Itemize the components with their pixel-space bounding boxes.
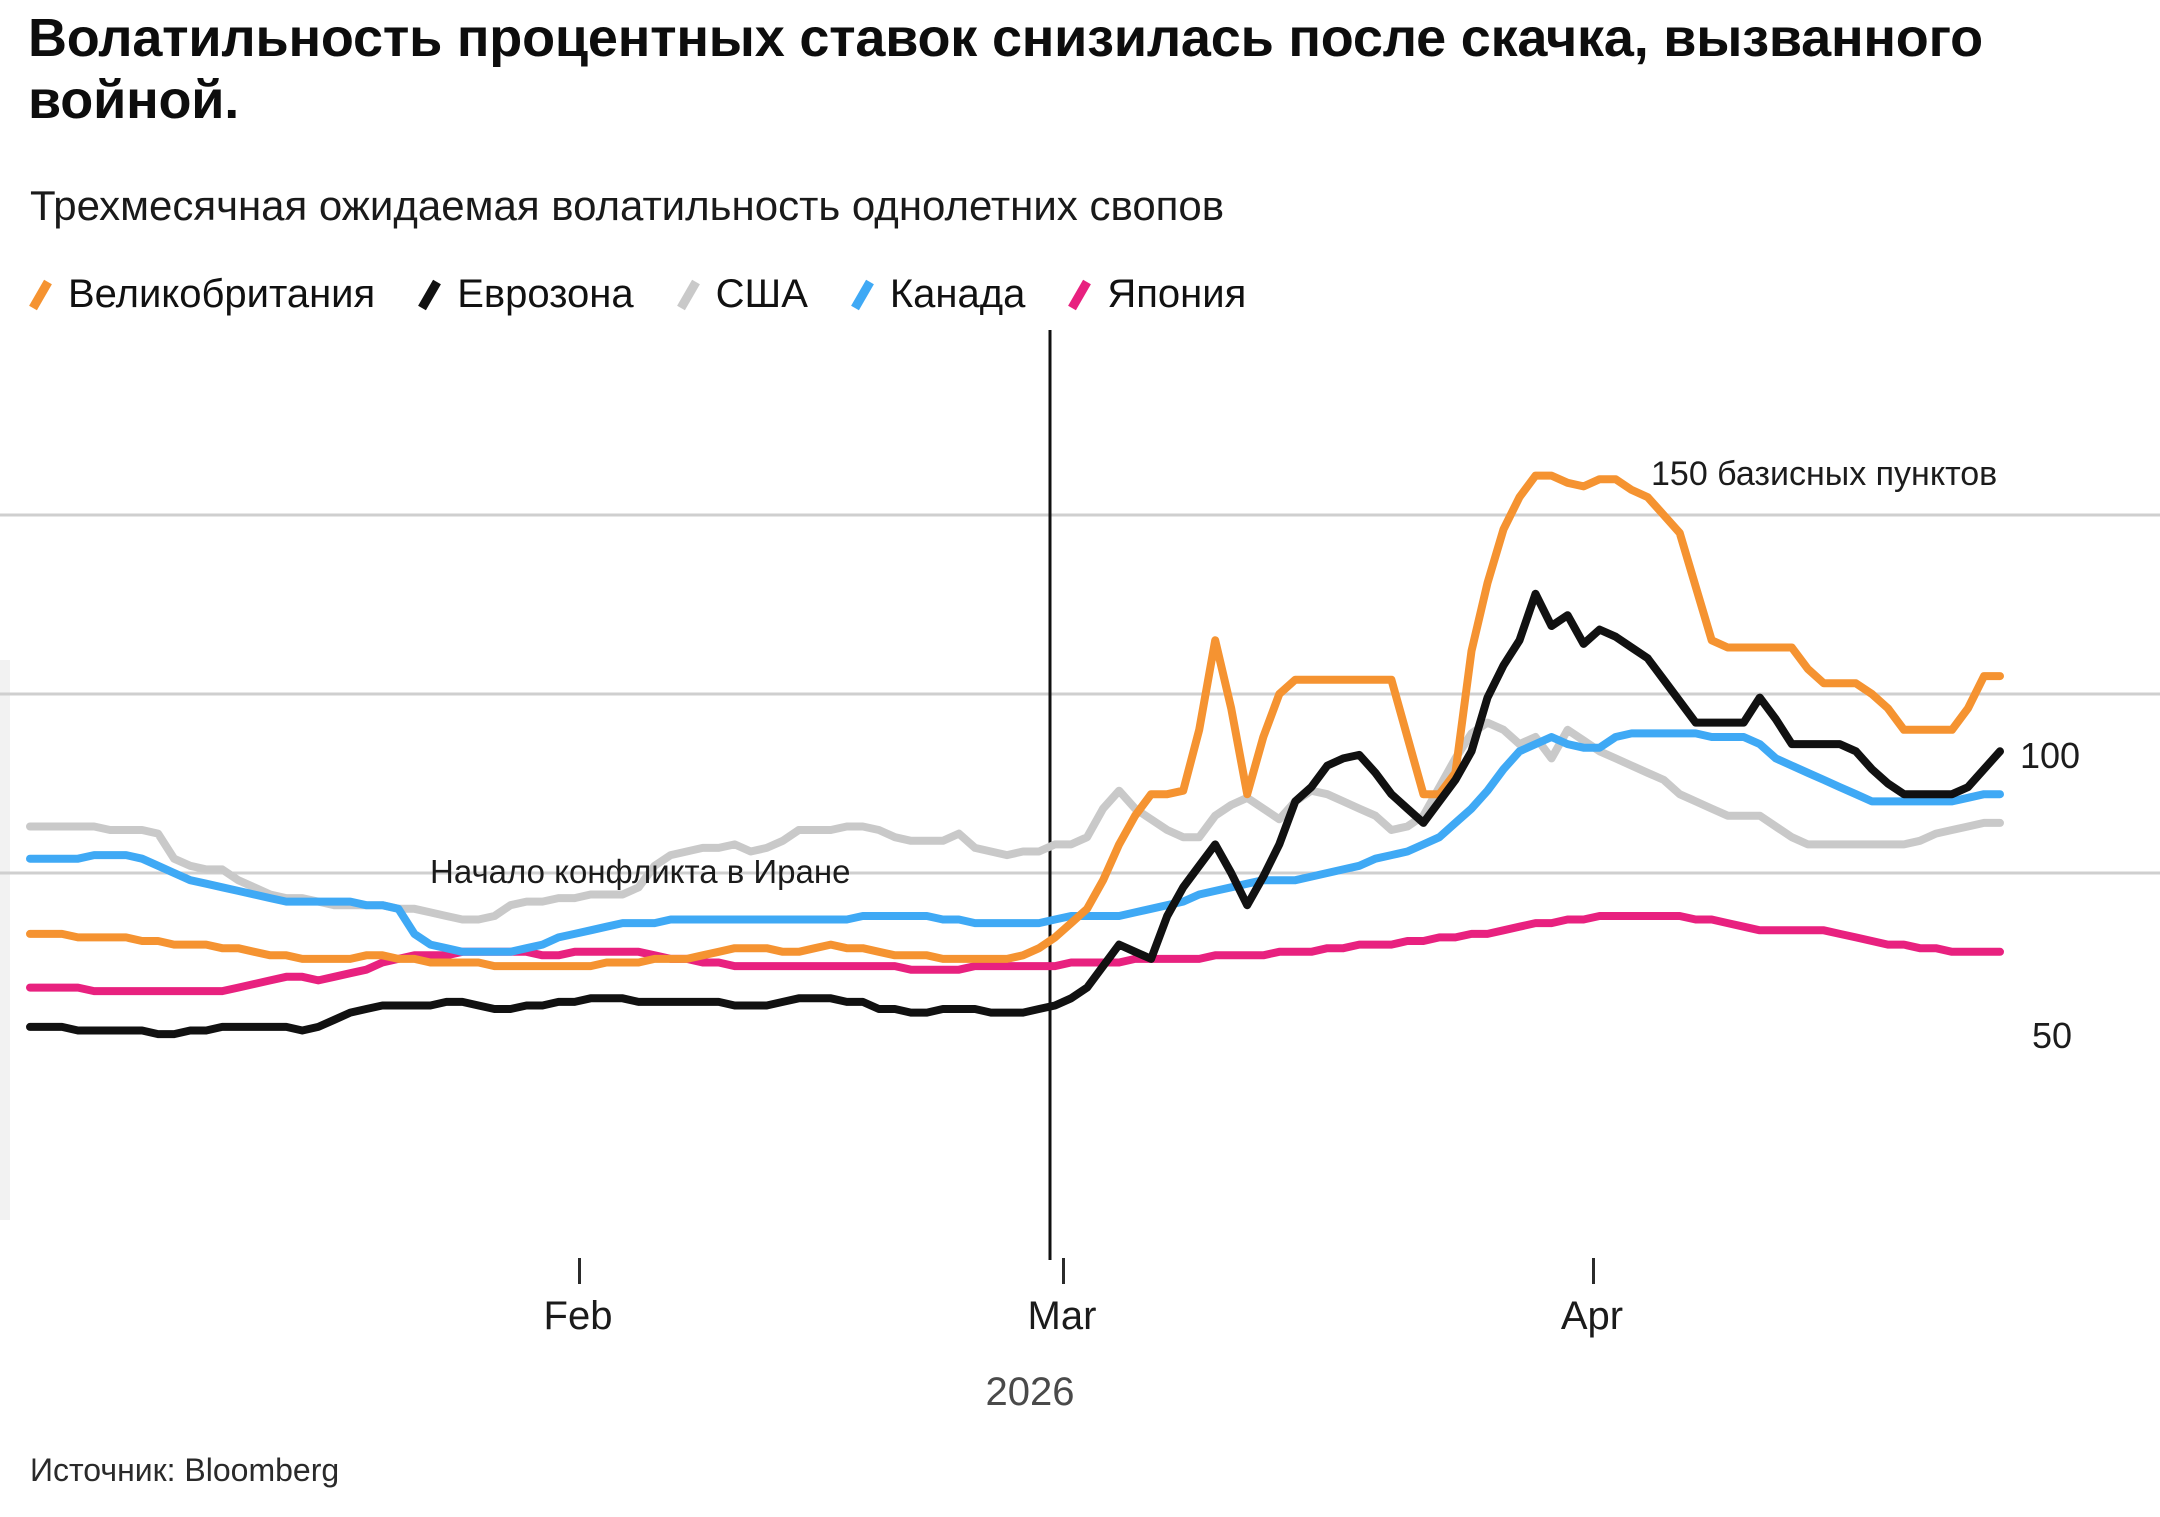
series-line-canada: [26, 729, 2004, 956]
eurozone-line-icon: [415, 277, 443, 313]
japan-line-icon: [1065, 277, 1093, 313]
x-axis: Feb Mar Apr 2026: [0, 1258, 2160, 1414]
legend-label-eurozone: Еврозона: [457, 272, 634, 316]
tick-feb: [578, 1258, 581, 1284]
tick-mar: [1062, 1258, 1065, 1284]
legend-item-eurozone[interactable]: Еврозона: [415, 272, 634, 317]
x-label-apr: Apr: [1560, 1294, 1624, 1338]
series-line-uk: [26, 471, 2004, 971]
series-line-eurozone: [26, 589, 2004, 1039]
x-label-feb: Feb: [543, 1294, 613, 1338]
series-line-japan: [26, 912, 2004, 996]
page-title: Волатильность процентных ставок снизилас…: [28, 8, 1983, 130]
legend-item-canada[interactable]: Канада: [848, 272, 1025, 317]
series-lines: [26, 471, 2004, 1039]
canada-line-icon: [848, 277, 876, 313]
axis-label-150bp: 150 базисных пунктов: [1651, 455, 1998, 493]
left-edge-bar: [0, 660, 10, 1220]
legend-label-uk: Великобритания: [68, 272, 376, 316]
uk-line-icon: [26, 277, 54, 313]
series-line-usa: [26, 718, 2004, 924]
legend-item-usa[interactable]: США: [674, 272, 808, 317]
chart-legend: Великобритания Еврозона США Канада Япони…: [26, 272, 1286, 317]
legend-label-usa: США: [715, 272, 808, 316]
legend-label-japan: Япония: [1107, 272, 1247, 316]
tick-apr: [1592, 1258, 1595, 1284]
x-label-year: 2026: [985, 1370, 1075, 1414]
conflict-annotation: Начало конфликта в Иране: [430, 853, 851, 890]
axis-label-50: 50: [2032, 1015, 2073, 1056]
chart-plot-area: [0, 330, 2160, 1260]
legend-item-japan[interactable]: Япония: [1065, 272, 1246, 317]
axis-label-100: 100: [2020, 735, 2081, 776]
x-label-mar: Mar: [1027, 1294, 1097, 1338]
chart-svg: [0, 330, 2160, 1260]
legend-item-uk[interactable]: Великобритания: [26, 272, 375, 317]
legend-label-canada: Канада: [889, 272, 1026, 316]
chart-subtitle: Трехмесячная ожидаемая волатильность одн…: [30, 182, 1225, 229]
source-note: Источник: Bloomberg: [30, 1452, 340, 1488]
gridlines: [0, 513, 2160, 875]
usa-line-icon: [674, 277, 702, 313]
